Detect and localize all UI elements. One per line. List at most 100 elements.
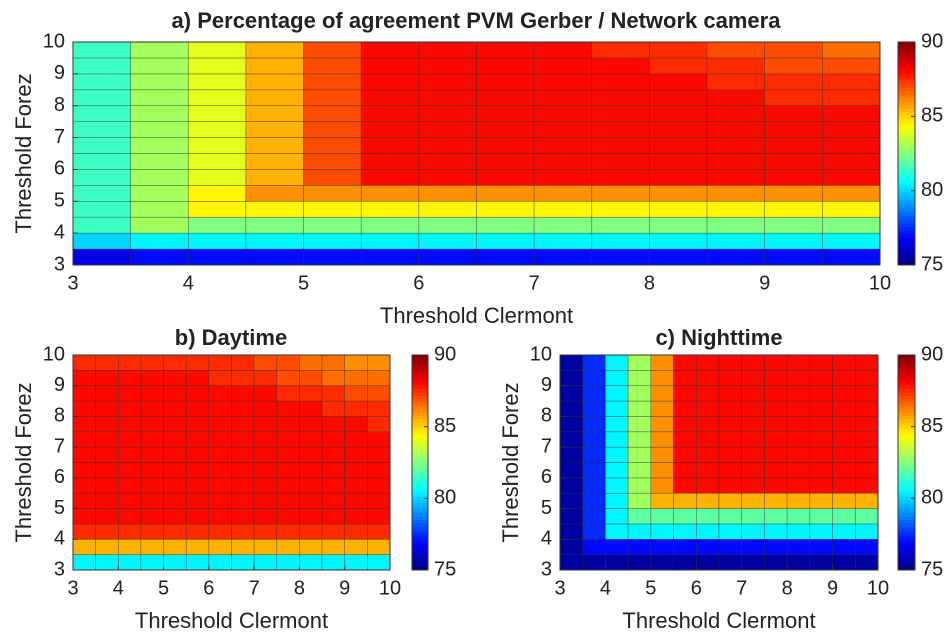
- heatmap-cell: [786, 431, 811, 448]
- colorbar-tick-label: 85: [434, 415, 456, 437]
- y-tick-label: 9: [541, 374, 552, 396]
- y-tick-label: 7: [541, 435, 552, 457]
- heatmap-cell: [854, 462, 879, 479]
- colorbar-step: [898, 502, 915, 507]
- heatmap-cell: [533, 216, 593, 234]
- heatmap-cell: [367, 492, 391, 509]
- y-tick-label: 3: [541, 558, 552, 580]
- heatmap-cell: [764, 216, 823, 234]
- heatmap-cell: [627, 354, 652, 371]
- colorbar-step: [898, 261, 915, 266]
- heatmap-cell: [582, 492, 606, 509]
- heatmap-cell: [627, 400, 652, 417]
- heatmap-cell: [650, 538, 674, 555]
- colorbar-step: [898, 108, 915, 113]
- heatmap-cell: [418, 89, 477, 107]
- colorbar-step: [898, 209, 915, 214]
- x-tick-label: 9: [759, 272, 770, 294]
- heatmap-cell: [764, 446, 788, 463]
- colorbar-step: [898, 258, 915, 263]
- heatmap-cell: [764, 354, 788, 371]
- heatmap-cell: [718, 462, 743, 479]
- heatmap-cell: [299, 385, 323, 402]
- heatmap-cell: [130, 248, 189, 266]
- heatmap-cell: [253, 431, 278, 448]
- heatmap-cell: [418, 57, 477, 75]
- heatmap-cell: [673, 523, 697, 540]
- heatmap-cell: [476, 121, 535, 138]
- heatmap-cell: [321, 538, 346, 555]
- y-tick-label: 10: [43, 343, 65, 365]
- heatmap-cell: [764, 370, 788, 387]
- heatmap-cell: [605, 446, 629, 463]
- heatmap-cell: [809, 538, 833, 555]
- heatmap-cell: [854, 554, 879, 571]
- heatmap-cell: [117, 354, 142, 371]
- heatmap-cell: [130, 121, 189, 138]
- heatmap-cell: [591, 73, 650, 91]
- plot-frame: [72, 41, 881, 266]
- colorbar-step: [898, 223, 915, 228]
- x-tick-label: 8: [294, 577, 305, 599]
- colorbar-tick-label: 75: [921, 558, 943, 580]
- heatmap-cell: [72, 185, 131, 202]
- heatmap-cell: [741, 523, 765, 540]
- colorbar-step: [412, 412, 428, 416]
- heatmap-cell: [253, 492, 278, 509]
- heatmap-cell: [299, 370, 323, 387]
- heatmap-cell: [117, 523, 142, 540]
- colorbar-step: [898, 422, 915, 427]
- heatmap-cell: [321, 400, 346, 417]
- y-tick-label: 6: [541, 466, 552, 488]
- y-tick-label: 4: [54, 221, 65, 243]
- colorbar-step: [898, 118, 915, 123]
- heatmap-cell: [321, 477, 346, 494]
- y-axis-label: Threshold Forez: [498, 382, 523, 542]
- colorbar-step: [412, 355, 428, 359]
- heatmap-cell: [786, 416, 811, 433]
- heatmap-cell: [650, 431, 674, 448]
- colorbar-step: [898, 543, 915, 547]
- x-tick-label: 8: [782, 577, 793, 599]
- heatmap-cell: [418, 200, 477, 218]
- heatmap-cell: [673, 370, 697, 387]
- heatmap-cell: [418, 185, 477, 202]
- heatmap-cell: [245, 41, 304, 59]
- heatmap-cell: [360, 185, 420, 202]
- heatmap-cell: [809, 554, 833, 571]
- colorbar-step: [898, 388, 915, 393]
- heatmap-cell: [822, 89, 881, 107]
- heatmap-cell: [741, 446, 765, 463]
- heatmap-cell: [187, 73, 247, 91]
- heatmap-cell: [533, 185, 593, 202]
- heatmap-cell: [627, 370, 652, 387]
- colorbar-step: [412, 559, 428, 564]
- heatmap-cell: [245, 57, 304, 75]
- heatmap-cell: [208, 462, 232, 479]
- heatmap-cell: [163, 385, 187, 402]
- heatmap-cell: [299, 508, 323, 525]
- heatmap-cell: [706, 169, 766, 186]
- heatmap-cell: [231, 400, 255, 417]
- heatmap-cell: [95, 477, 119, 494]
- heatmap-cell: [809, 492, 833, 509]
- heatmap-cell: [140, 538, 164, 555]
- colorbar-step: [412, 405, 428, 410]
- x-tick-label: 6: [413, 272, 424, 294]
- colorbar-step: [412, 472, 428, 477]
- heatmap-cell: [533, 57, 593, 75]
- colorbar-step: [898, 449, 915, 453]
- colorbar-step: [412, 546, 428, 551]
- colorbar-step: [898, 479, 915, 484]
- heatmap-cell: [582, 538, 606, 555]
- heatmap-cell: [822, 137, 881, 154]
- heatmap-cell: [718, 416, 743, 433]
- heatmap-cell: [764, 57, 823, 75]
- heatmap-cell: [276, 508, 300, 525]
- heatmap-cell: [245, 105, 304, 122]
- heatmap-cell: [360, 57, 420, 75]
- heatmap-cell: [627, 554, 652, 571]
- colorbar-step: [898, 455, 915, 460]
- colorbar-step: [898, 212, 915, 217]
- heatmap-cell: [649, 153, 708, 170]
